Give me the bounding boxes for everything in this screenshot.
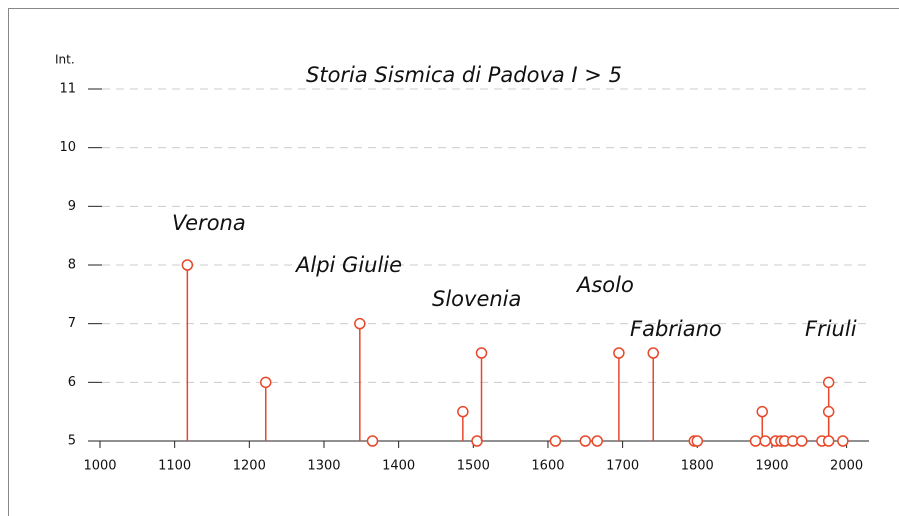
point (579, 435, 592, 447)
y-tick-label: 6 (68, 375, 76, 390)
x-tick-label: 1600 (531, 459, 564, 474)
point (181, 259, 194, 271)
point (613, 347, 625, 359)
y-tick-label: 9 (68, 199, 76, 214)
annotation: Asolo (575, 273, 634, 297)
frame (8, 8, 899, 516)
y-tick-label: 7 (68, 316, 76, 331)
point (837, 435, 849, 447)
point (591, 435, 603, 447)
y-tick-label: 10 (59, 140, 76, 155)
point (749, 435, 762, 447)
annotation: Verona (172, 211, 246, 235)
point (549, 435, 562, 447)
x-tick-label: 2000 (830, 459, 863, 474)
point (759, 435, 771, 447)
point (471, 435, 483, 447)
point (822, 376, 835, 389)
x-tick-label: 1000 (83, 459, 116, 474)
x-tick-label: 1700 (606, 459, 639, 474)
annotation: Slovenia (432, 287, 521, 311)
point (366, 435, 379, 447)
point (647, 347, 659, 359)
point (796, 435, 808, 447)
x-tick-label: 1100 (158, 459, 191, 474)
x-tick-label: 1200 (233, 459, 266, 474)
annotation: Alpi Giulie (294, 253, 402, 277)
annotation: Fabriano (630, 317, 722, 341)
x-tick-label: 1500 (457, 459, 490, 474)
x-tick-label: 1900 (755, 459, 788, 474)
point (259, 376, 272, 389)
point (822, 435, 835, 447)
y-tick-label: 5 (68, 434, 76, 449)
annotation: Friuli (805, 317, 857, 341)
x-tick-label: 1800 (681, 459, 714, 474)
point (756, 405, 768, 418)
y-tick-label: 11 (59, 82, 76, 97)
point (691, 435, 704, 447)
point (822, 405, 835, 418)
point (475, 347, 488, 359)
y-axis-label: Int. (55, 53, 75, 67)
chart-title: Storia Sismica di Padova I > 5 (306, 63, 622, 87)
x-tick-label: 1300 (307, 459, 340, 474)
point (354, 317, 366, 330)
x-tick-label: 1400 (382, 459, 415, 474)
y-tick-label: 8 (68, 258, 76, 273)
point (457, 405, 469, 418)
